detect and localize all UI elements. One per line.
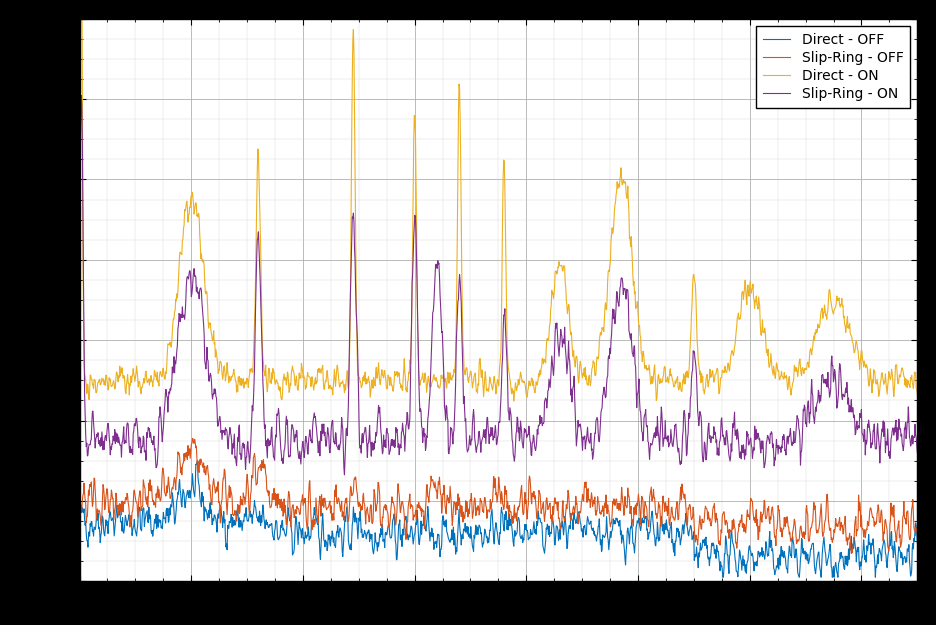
Direct - OFF <box>173 491 184 498</box>
Direct - ON <box>508 398 519 405</box>
Slip-Ring - ON <box>76 92 87 99</box>
Direct - ON <box>447 373 459 381</box>
Line: Direct - OFF: Direct - OFF <box>80 461 917 578</box>
Direct - ON <box>139 376 151 384</box>
Slip-Ring - OFF <box>551 501 563 508</box>
Slip-Ring - ON <box>74 231 85 239</box>
Legend: Direct - OFF, Slip-Ring - OFF, Direct - ON, Slip-Ring - ON: Direct - OFF, Slip-Ring - OFF, Direct - … <box>755 26 911 108</box>
Slip-Ring - ON <box>551 328 563 336</box>
Direct - OFF <box>462 523 474 531</box>
Direct - ON <box>430 377 441 384</box>
Slip-Ring - OFF <box>462 513 474 521</box>
Direct - OFF <box>912 539 923 547</box>
Direct - OFF <box>447 531 459 538</box>
Direct - OFF <box>192 457 203 464</box>
Direct - OFF <box>430 539 441 547</box>
Slip-Ring - ON <box>431 261 442 268</box>
Slip-Ring - ON <box>173 310 184 318</box>
Slip-Ring - OFF <box>846 550 857 558</box>
Direct - ON <box>912 390 923 398</box>
Direct - OFF <box>74 516 85 523</box>
Slip-Ring - OFF <box>187 435 198 442</box>
Slip-Ring - OFF <box>430 482 441 490</box>
Slip-Ring - ON <box>447 429 459 436</box>
Slip-Ring - ON <box>912 449 923 456</box>
Direct - OFF <box>717 574 728 581</box>
Direct - ON <box>551 269 563 276</box>
Slip-Ring - OFF <box>912 527 923 534</box>
Line: Slip-Ring - ON: Slip-Ring - ON <box>80 96 917 475</box>
Direct - ON <box>74 231 85 239</box>
Slip-Ring - ON <box>463 446 475 453</box>
Slip-Ring - ON <box>139 448 151 456</box>
Slip-Ring - OFF <box>447 514 459 521</box>
Direct - ON <box>173 262 184 270</box>
Direct - OFF <box>551 522 563 530</box>
Slip-Ring - ON <box>339 471 350 479</box>
Line: Direct - ON: Direct - ON <box>80 0 917 401</box>
Direct - ON <box>462 377 474 384</box>
Slip-Ring - OFF <box>173 450 184 458</box>
Slip-Ring - OFF <box>139 483 150 491</box>
Direct - OFF <box>139 522 150 530</box>
Slip-Ring - OFF <box>74 496 85 503</box>
Line: Slip-Ring - OFF: Slip-Ring - OFF <box>80 439 917 554</box>
